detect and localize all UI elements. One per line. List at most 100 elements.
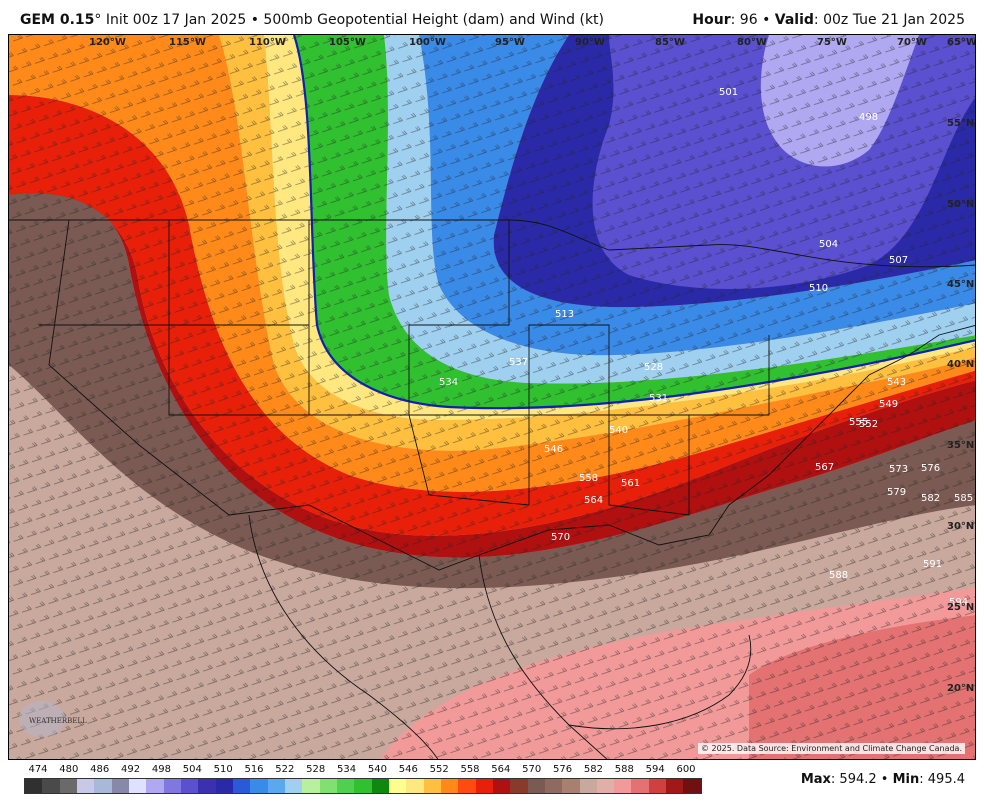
max-value: : 594.2: [830, 772, 877, 787]
legend-label: 480: [59, 764, 79, 775]
contour-label: 534: [439, 377, 458, 388]
longitude-label: 65°W: [947, 37, 976, 48]
max-label: Max: [800, 772, 831, 787]
legend-label: 534: [337, 764, 357, 775]
contour-label: 537: [509, 357, 528, 368]
contour-label: 567: [815, 462, 834, 473]
longitude-label: 90°W: [575, 37, 605, 48]
init-time: Init 00z 17 Jan 2025: [105, 12, 247, 28]
contour-label: 531: [649, 393, 668, 404]
model-name: GEM 0.15: [20, 12, 95, 28]
longitude-label: 85°W: [655, 37, 685, 48]
legend-swatch: [371, 779, 389, 793]
legend-label: 564: [491, 764, 511, 775]
legend-swatch: [180, 779, 199, 793]
legend-label: 486: [90, 764, 110, 775]
legend-swatch: [94, 779, 112, 793]
legend-swatch: [666, 779, 684, 793]
weather-map[interactable]: 498 501 504 507 510 513 528 531 534 537 …: [8, 34, 976, 760]
legend-label: 600: [676, 764, 696, 775]
legend-label: 570: [522, 764, 542, 775]
legend-swatch: [562, 779, 580, 793]
weatherbell-logo: [19, 701, 65, 737]
legend-swatch: [527, 779, 545, 793]
legend-label: 516: [244, 764, 264, 775]
legend-swatch: [388, 779, 407, 793]
legend-swatch: [111, 779, 129, 793]
legend-swatches: [24, 778, 702, 794]
legend-label: 594: [645, 764, 665, 775]
contour-label: 549: [879, 399, 898, 410]
copyright-notice: © 2025. Data Source: Environment and Cli…: [697, 743, 965, 754]
longitude-label: 110°W: [249, 37, 286, 48]
legend-label: 528: [306, 764, 326, 775]
contour-label: 510: [809, 283, 828, 294]
longitude-label: 95°W: [495, 37, 525, 48]
hour-value: : 96: [730, 12, 758, 28]
degree-symbol: °: [94, 12, 102, 28]
legend-swatch: [544, 779, 563, 793]
legend-swatch: [319, 779, 337, 793]
latitude-label: 30°N: [947, 521, 974, 532]
hour-label: Hour: [692, 12, 731, 28]
valid-info: Hour: 96 • Valid: 00z Tue 21 Jan 2025: [692, 12, 965, 28]
contour-label: 591: [923, 559, 942, 570]
longitude-label: 70°W: [897, 37, 927, 48]
legend-swatch: [492, 779, 511, 793]
legend-label: 540: [367, 764, 387, 775]
longitude-label: 75°W: [817, 37, 847, 48]
legend-swatch: [284, 779, 303, 793]
legend-swatch: [423, 779, 441, 793]
min-label: Min: [892, 772, 920, 787]
legend-swatch: [596, 779, 615, 793]
legend-label: 492: [121, 764, 141, 775]
latitude-label: 55°N: [947, 118, 974, 129]
max-min-stats: Max: 594.2 • Min: 495.4: [801, 772, 965, 787]
product-name: 500mb Geopotential Height (dam) and Wind…: [263, 12, 605, 28]
legend-swatch: [232, 779, 251, 793]
logo-text: WEATHERBELL: [29, 717, 87, 725]
contour-label: 564: [584, 495, 603, 506]
color-legend: 474 480 486 492 498 504 510 516 522 528 534 540 546 5…: [24, 764, 704, 794]
legend-swatch: [510, 779, 528, 793]
stats-separator: •: [880, 772, 889, 787]
valid-label: Valid: [774, 12, 814, 28]
legend-label: 558: [460, 764, 480, 775]
legend-swatch: [354, 779, 372, 793]
legend-swatch: [440, 779, 459, 793]
legend-swatch: [250, 779, 268, 793]
contour-label: 528: [644, 362, 663, 373]
legend-swatch: [215, 779, 233, 793]
map-canvas: 498 501 504 507 510 513 528 531 534 537 …: [9, 35, 976, 759]
contour-label: 573: [889, 464, 908, 475]
legend-swatch: [406, 779, 424, 793]
legend-label: 498: [151, 764, 171, 775]
legend-label: 504: [182, 764, 202, 775]
legend-swatch: [683, 779, 701, 793]
title-bar: GEM 0.15° Init 00z 17 Jan 2025 • 500mb G…: [0, 0, 984, 34]
contour-label: 552: [859, 419, 878, 430]
contour-label: 561: [621, 478, 640, 489]
latitude-label: 25°N: [947, 602, 974, 613]
wind-barbs: [9, 35, 975, 759]
title-separator: •: [250, 12, 259, 28]
legend-swatch: [579, 779, 597, 793]
legend-swatch: [146, 779, 164, 793]
longitude-label: 115°W: [169, 37, 206, 48]
longitude-label: 120°W: [89, 37, 126, 48]
legend-swatch: [648, 779, 667, 793]
legend-swatch: [163, 779, 181, 793]
legend-swatch: [475, 779, 493, 793]
contour-value-labels: 498 501 504 507 510 513 528 531 534 537 …: [439, 87, 973, 608]
freezing-contour: [292, 35, 975, 410]
legend-labels: 474 480 486 492 498 504 510 516 522 528 534 540 546 5…: [24, 764, 704, 778]
contour-label: 504: [819, 239, 838, 250]
legend-swatch: [267, 779, 285, 793]
legend-label: 552: [429, 764, 449, 775]
contour-label: 507: [889, 255, 908, 266]
graticule-labels: 120°W 115°W 110°W 105°W 100°W 95°W 90°W …: [89, 37, 976, 694]
contour-label: 540: [609, 425, 628, 436]
legend-swatch: [128, 779, 147, 793]
contour-label: 501: [719, 87, 738, 98]
legend-swatch: [458, 779, 476, 793]
